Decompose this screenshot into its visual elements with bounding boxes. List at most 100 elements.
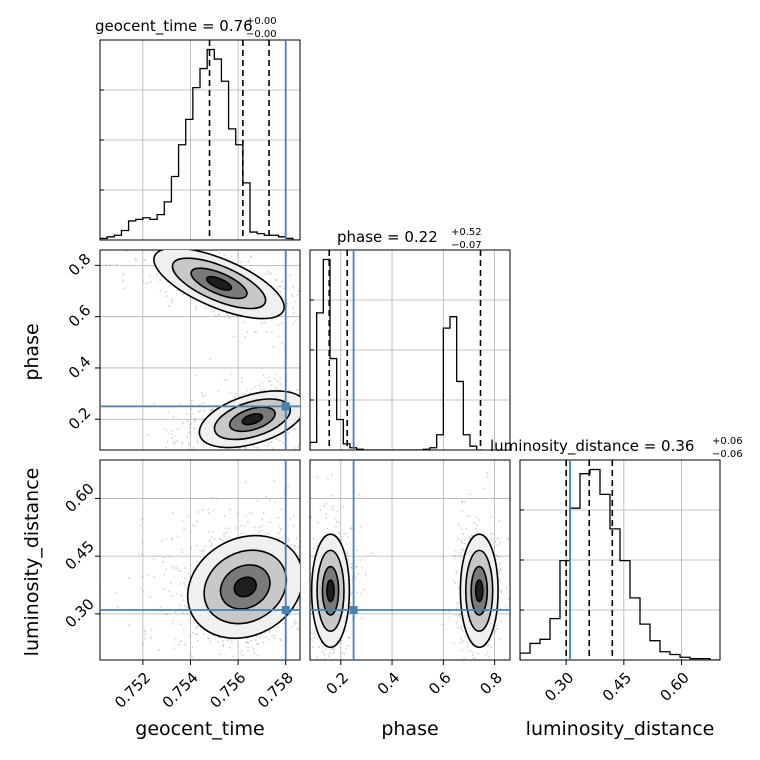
sample-point: [464, 500, 466, 503]
sample-point: [249, 392, 252, 394]
sample-point: [343, 533, 345, 536]
sample-point: [179, 604, 181, 607]
sample-point: [474, 528, 477, 531]
sample-point: [127, 624, 130, 627]
sample-point: [303, 437, 305, 439]
sample-point: [290, 429, 293, 432]
sample-point: [298, 315, 300, 318]
sample-point: [331, 311, 333, 313]
sample-point: [208, 539, 211, 542]
sample-point: [262, 374, 265, 377]
sample-point: [303, 524, 305, 526]
sample-point: [331, 508, 334, 511]
sample-point: [338, 491, 340, 493]
sample-point: [307, 555, 309, 557]
sample-point: [188, 426, 191, 429]
sample-point: [496, 554, 498, 557]
sample-point: [310, 631, 313, 634]
sample-point: [327, 477, 329, 480]
sample-point: [173, 443, 176, 445]
panel-frame: [519, 459, 721, 661]
truth-marker: [281, 606, 290, 614]
sample-point: [241, 381, 244, 384]
sample-point: [459, 554, 462, 557]
sample-point: [306, 400, 308, 402]
sample-point: [301, 399, 303, 401]
sample-point: [202, 550, 205, 553]
sample-point: [303, 407, 305, 409]
sample-point: [295, 606, 298, 608]
sample-point: [303, 412, 305, 414]
sample-point: [470, 683, 472, 685]
sample-point: [301, 538, 303, 540]
sample-point: [267, 376, 270, 379]
sample-point: [461, 541, 463, 544]
sample-point: [127, 577, 130, 579]
sample-point: [244, 336, 246, 339]
sample-point: [266, 445, 269, 447]
sample-point: [504, 605, 507, 608]
sample-point: [287, 537, 290, 539]
sample-point: [292, 285, 295, 288]
sample-point: [497, 605, 500, 608]
sample-point: [252, 445, 255, 448]
sample-point: [281, 280, 283, 283]
sample-point: [273, 637, 276, 640]
sample-point: [209, 541, 211, 543]
sample-point: [334, 386, 336, 388]
sample-point: [474, 689, 476, 691]
sample-point: [171, 595, 173, 598]
sample-point: [250, 255, 252, 258]
sample-point: [305, 661, 307, 663]
sample-point: [174, 611, 177, 613]
sample-point: [500, 589, 503, 592]
sample-point: [231, 466, 233, 468]
density-contour: [474, 579, 484, 603]
sample-point: [460, 627, 462, 630]
sample-point: [495, 558, 498, 561]
sample-point: [293, 623, 296, 625]
reference-lines: [100, 40, 571, 660]
sample-point: [162, 561, 164, 564]
sample-point: [219, 468, 221, 470]
sample-point: [245, 641, 247, 644]
sample-point: [262, 511, 265, 514]
sample-point: [228, 646, 231, 649]
sample-point: [212, 310, 215, 313]
sample-point: [153, 576, 156, 578]
sample-point: [304, 523, 306, 525]
sample-point: [175, 241, 177, 243]
sample-point: [507, 537, 510, 540]
sample-point: [224, 515, 226, 517]
sample-point: [226, 378, 229, 381]
sample-point: [489, 662, 491, 664]
sample-point: [203, 691, 205, 693]
sample-point: [337, 314, 339, 316]
sample-point: [287, 539, 290, 542]
y-tick-label: 0.45: [61, 537, 97, 573]
sample-point: [322, 651, 325, 653]
sample-point: [218, 220, 220, 222]
sample-point: [299, 323, 300, 326]
sample-point: [205, 307, 207, 309]
sample-point: [286, 451, 288, 453]
sample-point: [354, 576, 357, 579]
sample-point: [204, 545, 206, 547]
sample-point: [332, 505, 335, 507]
sample-point: [305, 583, 307, 585]
sample-point: [349, 602, 352, 604]
sample-point: [456, 607, 458, 609]
histogram-line: [310, 258, 484, 450]
sample-point: [177, 570, 180, 572]
sample-point: [287, 432, 290, 434]
sample-point: [333, 665, 335, 667]
sample-point: [171, 430, 174, 432]
sample-point: [355, 565, 358, 568]
sample-point: [460, 638, 463, 640]
sample-point: [294, 320, 297, 323]
sample-point: [202, 402, 205, 405]
sample-point: [202, 395, 205, 398]
density-contour: [205, 275, 233, 291]
sample-point: [171, 619, 174, 622]
sample-point: [293, 545, 296, 548]
